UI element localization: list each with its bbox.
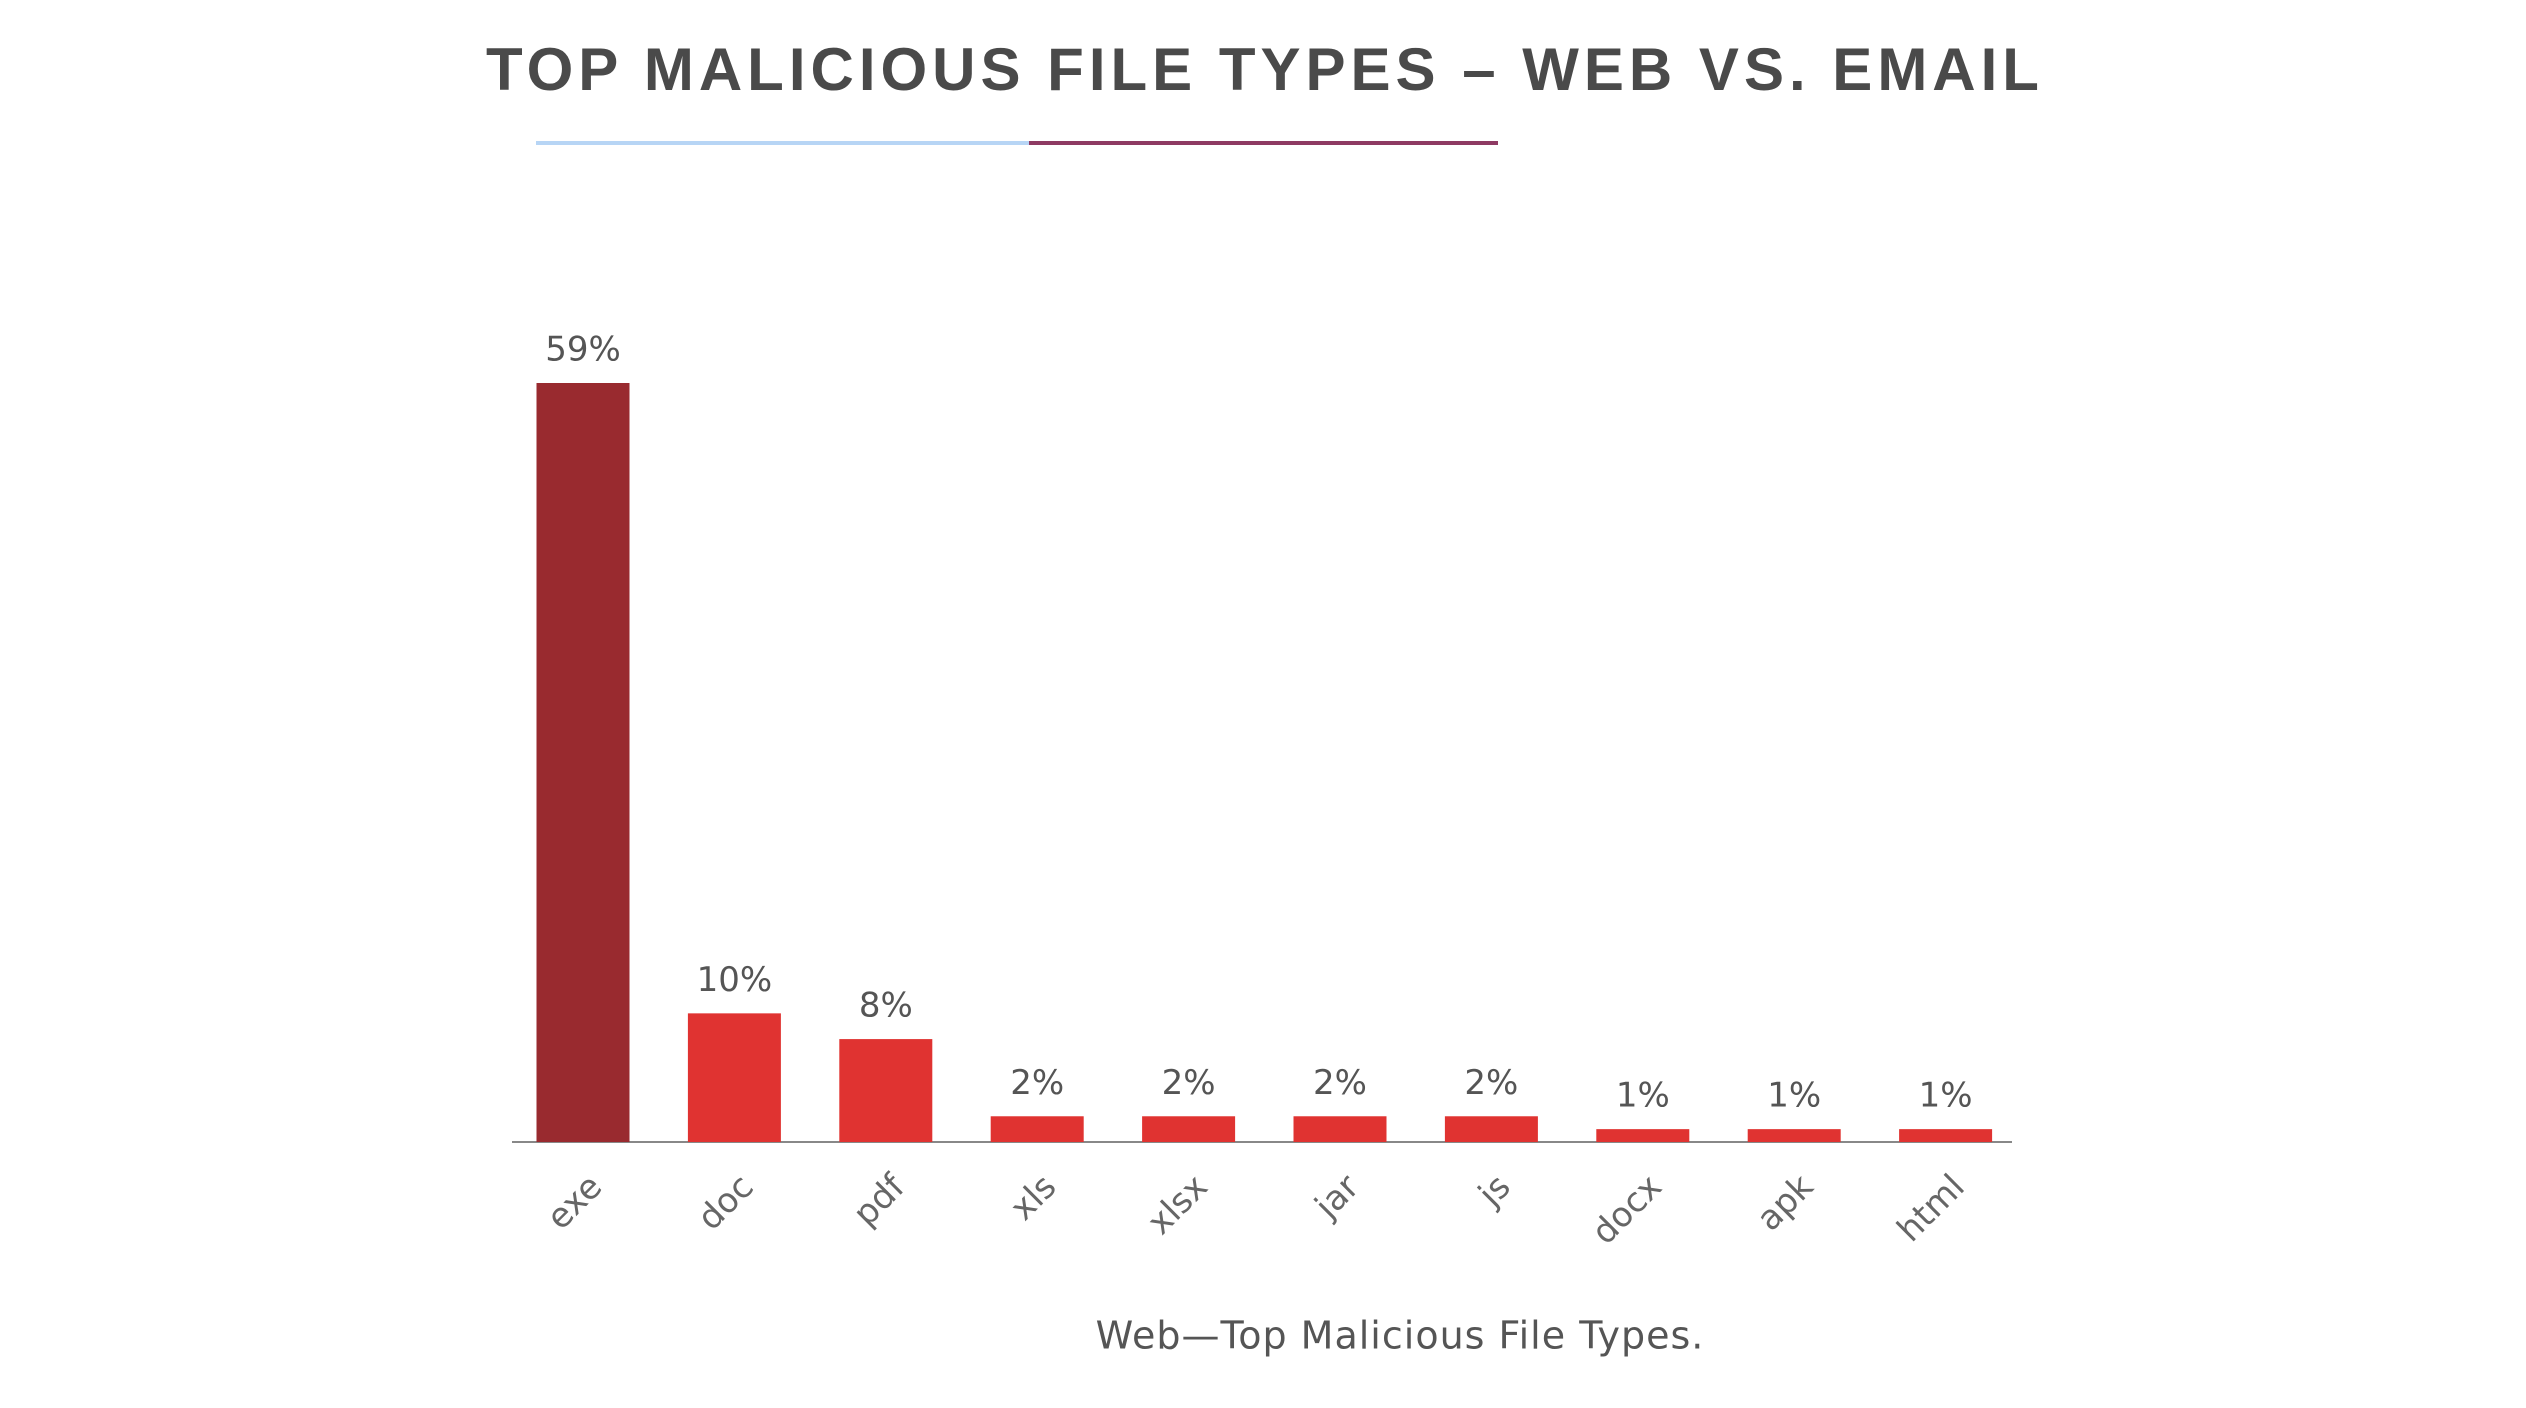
bar: [536, 383, 630, 1142]
value-label: 2%: [1464, 1063, 1518, 1103]
bar: [990, 1116, 1084, 1142]
value-label: 59%: [545, 330, 621, 370]
x-tick-label: exe: [539, 1167, 610, 1238]
value-label: 2%: [1162, 1063, 1216, 1103]
bar: [839, 1039, 933, 1142]
value-label: 1%: [1616, 1076, 1670, 1116]
x-tick-label: js: [1470, 1167, 1518, 1215]
x-tick-label: apk: [1749, 1167, 1821, 1239]
bar: [687, 1013, 781, 1142]
value-label: 1%: [1767, 1076, 1821, 1116]
bar: [1899, 1129, 1993, 1142]
x-tick-label: pdf: [846, 1166, 914, 1234]
value-label: 8%: [859, 986, 913, 1026]
x-tick-label: html: [1890, 1167, 1973, 1250]
x-tick-label: xls: [1003, 1167, 1065, 1229]
bar: [1596, 1129, 1690, 1142]
x-tick-label: xlsx: [1140, 1167, 1216, 1243]
value-label: 10%: [697, 960, 773, 1000]
x-tick-label: docx: [1584, 1167, 1670, 1253]
bar: [1293, 1116, 1387, 1142]
caption: Web—Top Malicious File Types.: [1096, 1314, 1705, 1358]
bar: [1444, 1116, 1538, 1142]
bar: [1142, 1116, 1236, 1142]
value-label: 1%: [1919, 1076, 1973, 1116]
chart-title: TOP MALICIOUS FILE TYPES – WEB VS. EMAIL: [486, 36, 2044, 103]
value-label: 2%: [1010, 1063, 1064, 1103]
x-tick-label: jar: [1307, 1167, 1367, 1227]
bar: [1747, 1129, 1841, 1142]
x-tick-label: doc: [690, 1167, 761, 1238]
value-label: 2%: [1313, 1063, 1367, 1103]
